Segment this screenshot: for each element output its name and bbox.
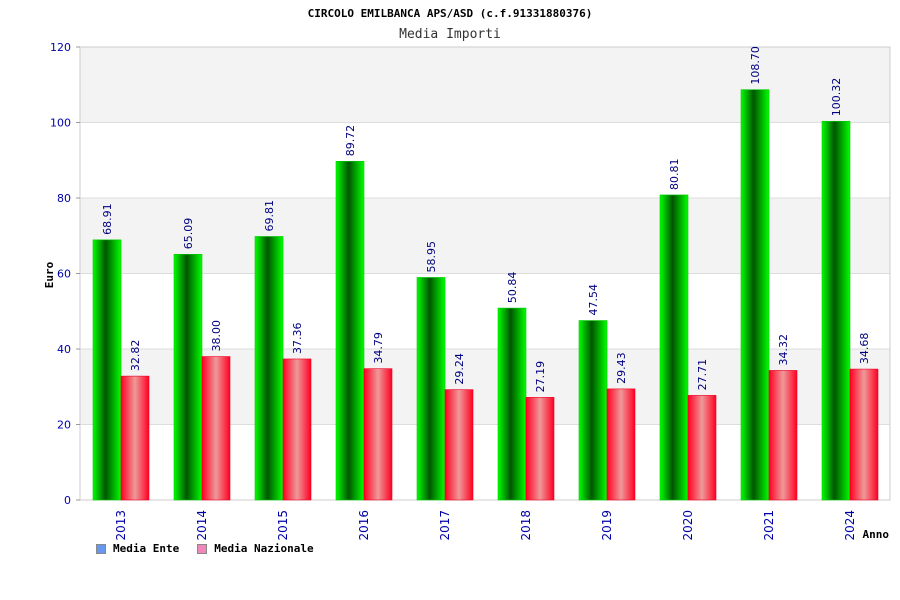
ticks-group: 0 20 40 60 80 100 120 2013 2014 2015 2016 2017 2018 2… [50, 41, 857, 541]
x-tick-label: 2024 [843, 510, 857, 541]
legend-swatch-ente [96, 543, 106, 554]
x-tick-label: 2018 [519, 510, 533, 541]
data-label: 34.68 [858, 333, 871, 365]
data-label: 27.19 [534, 361, 547, 393]
data-label: 58.95 [425, 241, 438, 273]
legend-item-ente: Media Ente [96, 542, 179, 555]
bar-nazionale [768, 370, 798, 501]
legend-item-nazionale: Media Nazionale [197, 542, 314, 555]
legend-label-ente: Media Ente [113, 542, 180, 555]
x-tick-label: 2014 [195, 510, 209, 541]
data-label: 34.32 [777, 334, 790, 366]
bar-ente [740, 89, 770, 501]
data-label: 50.84 [506, 272, 519, 304]
bar-ente [335, 161, 365, 501]
bar-ente [92, 239, 122, 501]
data-label: 38.00 [210, 320, 223, 352]
bar-nazionale [525, 397, 555, 501]
data-label: 69.81 [263, 200, 276, 232]
x-tick-label: 2013 [114, 510, 128, 541]
bar-nazionale [606, 388, 636, 501]
legend-label-nazionale: Media Nazionale [214, 542, 314, 555]
data-label: 27.71 [696, 359, 709, 391]
y-tick-label: 20 [57, 419, 71, 432]
bar-ente [416, 277, 446, 501]
data-label: 68.91 [101, 203, 114, 235]
x-tick-label: 2016 [357, 510, 371, 541]
data-label: 32.82 [129, 340, 142, 372]
x-tick-label: 2017 [438, 510, 452, 541]
y-tick-label: 0 [64, 494, 71, 507]
data-label: 29.24 [453, 353, 466, 385]
bar-ente [821, 120, 851, 501]
bar-nazionale [201, 356, 231, 501]
bar-nazionale [444, 389, 474, 501]
bar-nazionale [282, 358, 312, 501]
bar-nazionale [687, 395, 717, 501]
y-tick-label: 60 [57, 268, 71, 281]
x-tick-label: 2020 [681, 510, 695, 541]
y-tick-label: 120 [50, 41, 71, 54]
data-label: 34.79 [372, 332, 385, 364]
chart-title: CIRCOLO EMILBANCA APS/ASD (c.f.913318803… [308, 7, 593, 20]
data-label: 29.43 [615, 352, 628, 384]
data-label: 108.70 [749, 46, 762, 85]
y-tick-label: 100 [50, 117, 71, 130]
y-tick-label: 40 [57, 343, 71, 356]
data-label: 89.72 [344, 125, 357, 157]
y-tick-label: 80 [57, 192, 71, 205]
bars-group: 68.91 32.82 65.09 38.00 69.81 37.36 89.72 34.79… [92, 46, 879, 501]
bar-ente [173, 253, 203, 501]
bar-ente [659, 194, 689, 501]
bar-nazionale [363, 368, 393, 501]
data-label: 80.81 [668, 158, 681, 190]
legend-swatch-nazionale [197, 543, 208, 554]
chart-subtitle: Media Importi [399, 27, 501, 42]
bar-nazionale [120, 375, 150, 501]
bar-ente [497, 307, 527, 501]
bar-nazionale [849, 368, 879, 501]
x-tick-label: 2019 [600, 510, 614, 541]
data-label: 37.36 [291, 322, 304, 354]
data-label: 47.54 [587, 284, 600, 316]
x-tick-label: 2021 [762, 510, 776, 541]
bar-ente [254, 236, 284, 501]
x-tick-label: 2015 [276, 510, 290, 541]
bar-ente [578, 320, 608, 501]
data-label: 100.32 [830, 78, 843, 117]
x-axis-label: Anno [863, 528, 890, 541]
data-label: 65.09 [182, 218, 195, 250]
legend: Media Ente Media Nazionale [96, 542, 314, 555]
y-axis-label: Euro [43, 261, 56, 288]
